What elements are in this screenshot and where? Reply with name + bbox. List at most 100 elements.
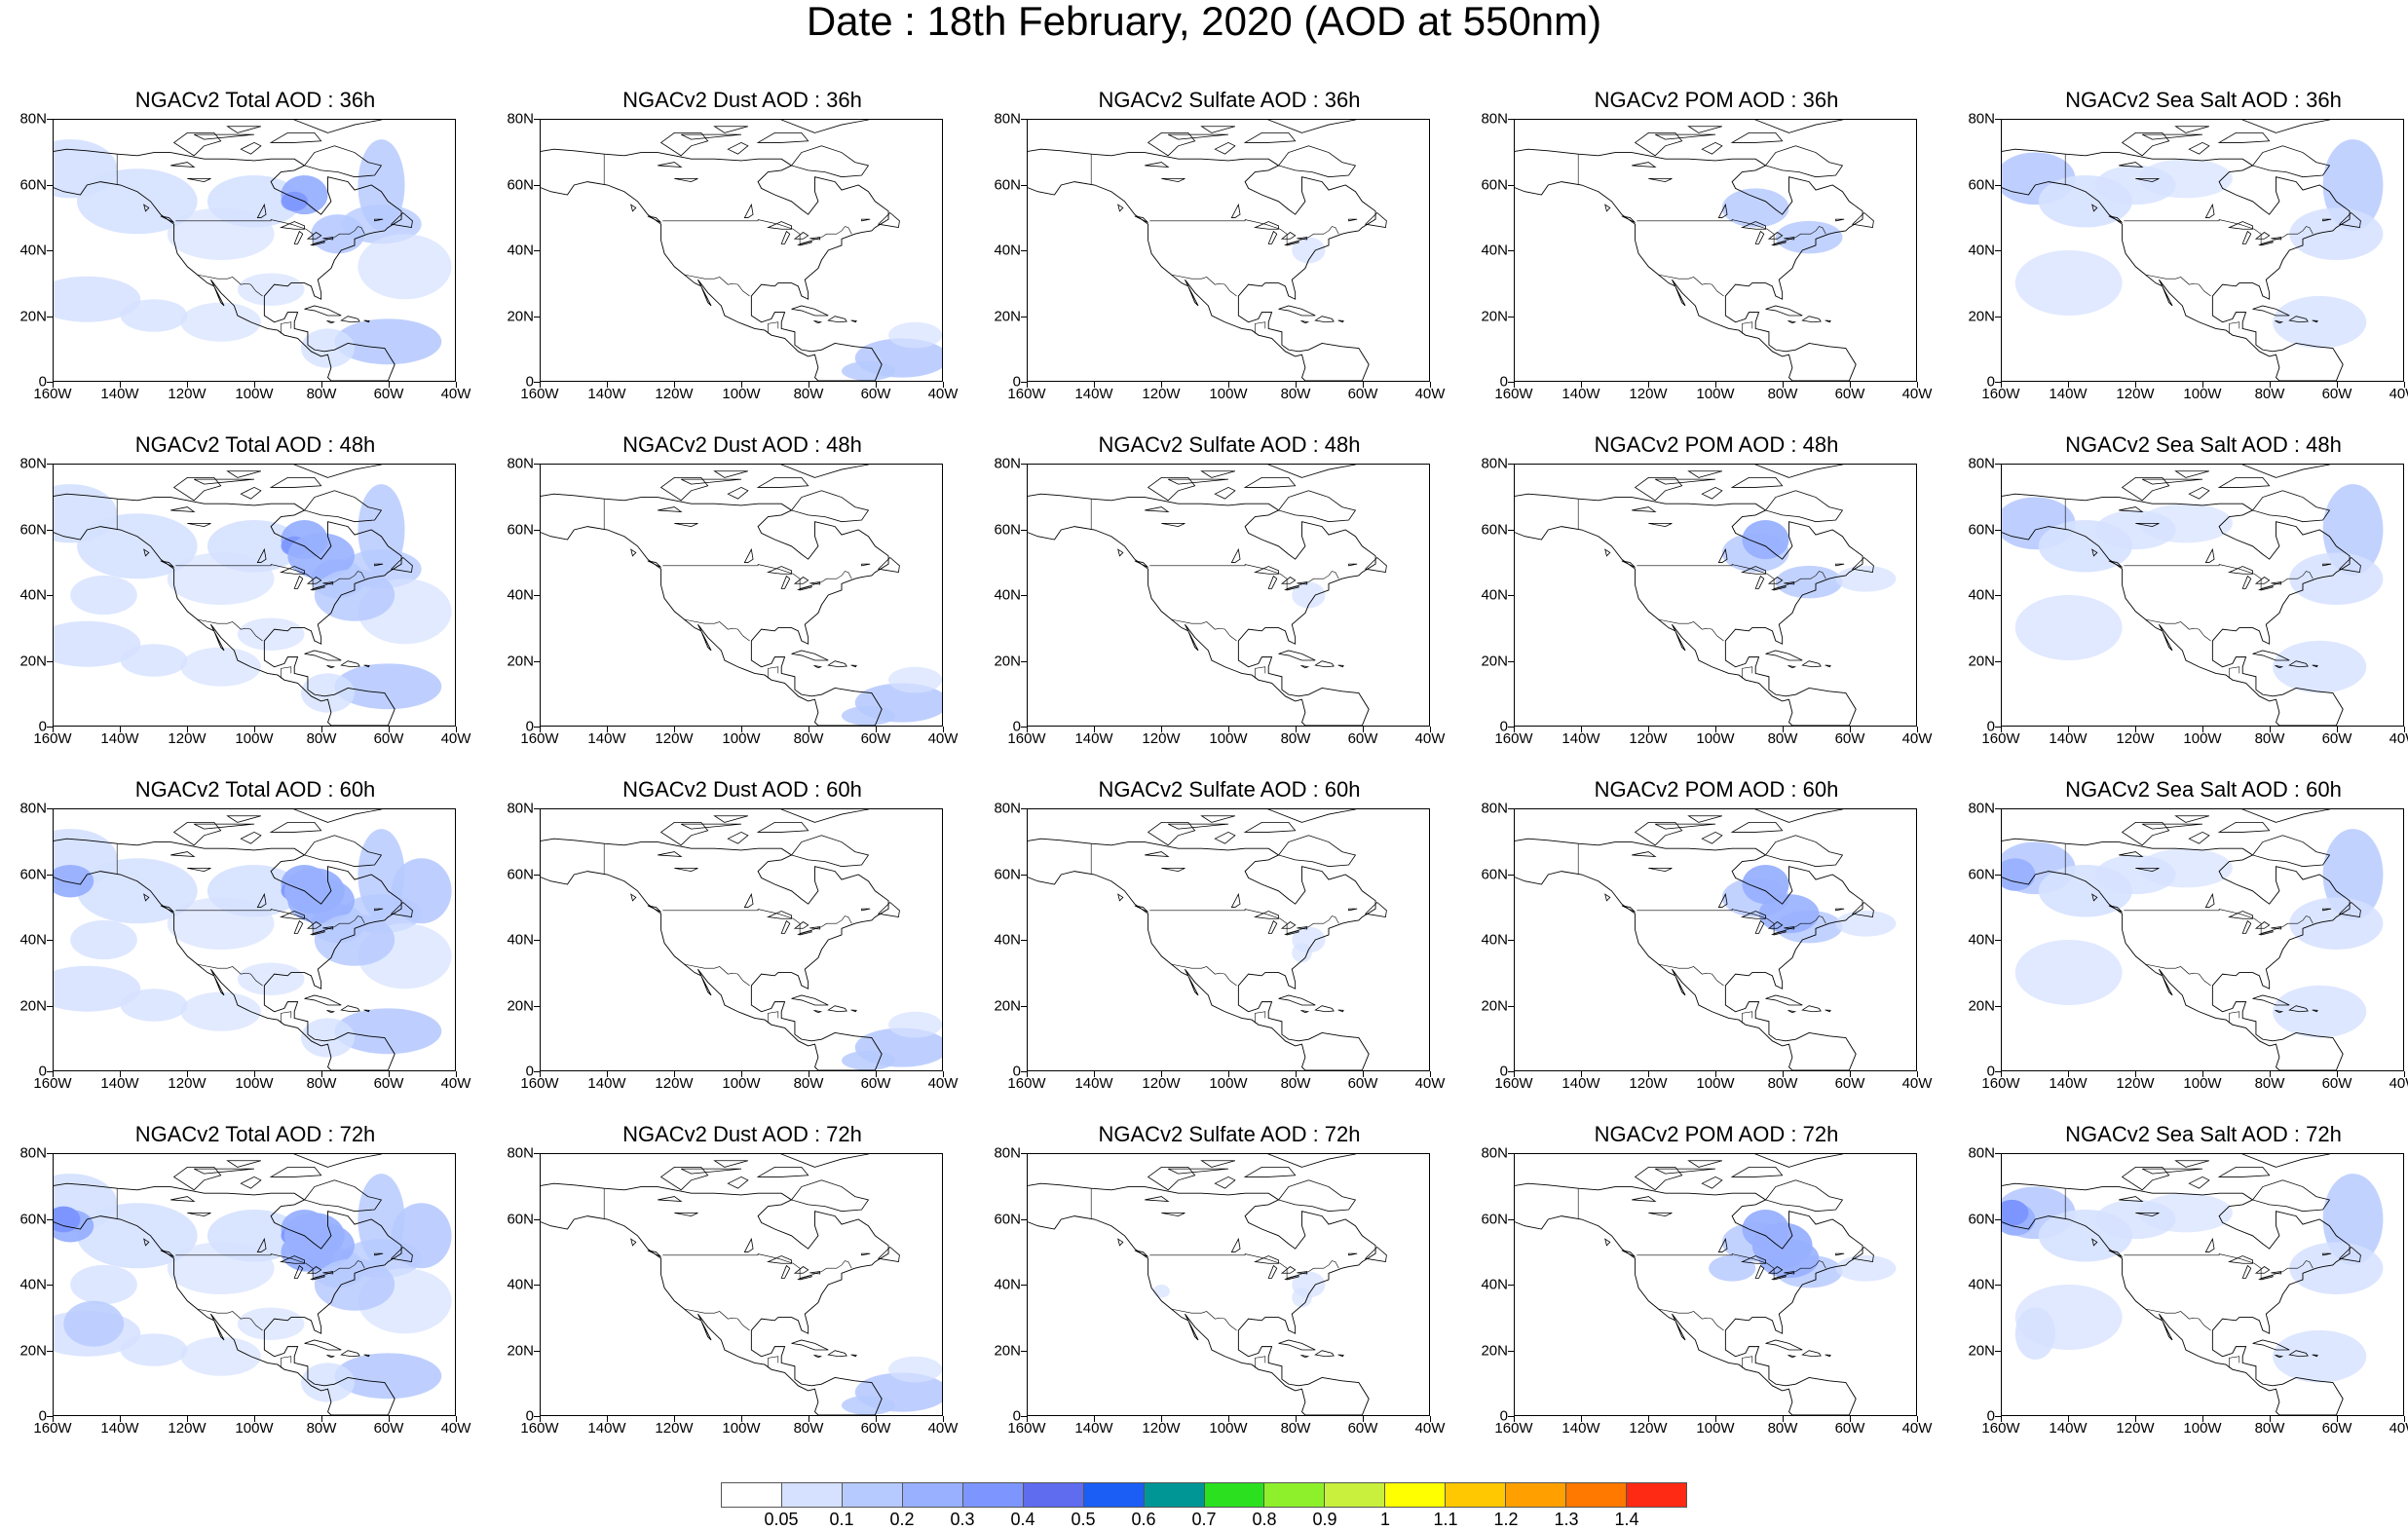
coastline-island (2217, 1167, 2271, 1177)
latitude-tick (1021, 1285, 1027, 1286)
colorbar-label: 0.05 (764, 1510, 799, 1529)
coastline-island (187, 1212, 211, 1217)
coastline-island (2119, 851, 2144, 858)
latitude-tick (534, 808, 540, 809)
coastline-island (1687, 1160, 1722, 1168)
longitude-tick (1581, 382, 1582, 388)
panel-title: NGACv2 Sulfate AOD : 60h (1098, 777, 1361, 802)
longitude-label: 120W (1142, 1420, 1181, 1437)
coastline-island (1754, 809, 1844, 823)
coastline-island (2312, 1009, 2318, 1013)
coastline-island (2258, 585, 2274, 591)
colorbar-label: 1 (1379, 1510, 1391, 1529)
coastline-island (310, 1275, 325, 1281)
latitude-tick (1508, 808, 1514, 809)
longitude-label: 80W (306, 1075, 337, 1092)
panel-title: NGACv2 Sea Salt AOD : 72h (2065, 1122, 2342, 1146)
map-panel-dust-72h: NGACv2 Dust AOD : 72h 80N 60N 40N 20N 0 160W 14… (501, 1120, 984, 1451)
coastline-island (1648, 1212, 1673, 1217)
political-border (1255, 1011, 1266, 1024)
latitude-tick (534, 1071, 540, 1072)
latitude-tick (1508, 1071, 1514, 1072)
coastline-island (2135, 522, 2160, 528)
coastline-island (390, 1246, 413, 1263)
coastline-island (850, 1009, 857, 1013)
longitude-tick (2337, 727, 2338, 732)
coastline-island (1835, 563, 1845, 567)
coastline-island (1765, 1339, 1803, 1351)
political-border (1742, 1356, 1753, 1368)
political-border (197, 963, 263, 987)
colorbar-label: 0.6 (1131, 1510, 1156, 1529)
latitude-label: 40N (1481, 586, 1508, 604)
political-border (1637, 219, 1826, 244)
aod-shading (54, 620, 141, 667)
colorbar-label: 0.7 (1191, 1510, 1217, 1529)
coastline-island (813, 1354, 823, 1359)
latitude-label: 60N (1968, 521, 1995, 538)
aod-shading (357, 234, 452, 300)
coastline-island (2288, 1350, 2309, 1358)
coastline-island (2204, 547, 2215, 563)
longitude-label: 120W (1142, 386, 1181, 402)
coastline-island (1230, 892, 1241, 908)
longitude-tick (1850, 382, 1851, 388)
aod-shading (2289, 1242, 2384, 1295)
latitude-label: 0 (1986, 1063, 1995, 1080)
political-border (2229, 666, 2240, 679)
latitude-tick (534, 940, 540, 941)
longitude-label: 120W (168, 1420, 207, 1437)
panel-title: NGACv2 Total AOD : 72h (134, 1122, 376, 1146)
map-panel-sulfate-48h: NGACv2 Sulfate AOD : 48h 80N 60N 40N 20N 0 160… (988, 430, 1471, 762)
aod-shading (207, 174, 302, 228)
aod-shading (207, 1209, 302, 1262)
aod-shading (2138, 848, 2233, 888)
longitude-tick (2068, 1071, 2069, 1077)
latitude-label: 60N (1968, 1211, 1995, 1227)
latitude-tick (1995, 727, 2001, 728)
aod-shading (70, 1264, 137, 1305)
latitude-label: 20N (1481, 997, 1508, 1014)
coastline-island (2227, 221, 2253, 230)
longitude-tick (943, 1071, 944, 1077)
coastline-island (659, 132, 709, 157)
coastline-island (850, 1354, 857, 1358)
coastline-island (1717, 1237, 1728, 1252)
coastline-island (780, 465, 870, 478)
coastline-island (240, 141, 262, 155)
coastline-island (170, 506, 196, 513)
latitude-label: 40N (507, 242, 534, 259)
longitude-label: 120W (655, 730, 694, 747)
colorbar-label: 1.4 (1614, 1510, 1639, 1529)
coastline-island (681, 478, 742, 485)
coastline-island (1278, 650, 1316, 661)
latitude-tick (534, 382, 540, 383)
map-plot-area (540, 119, 943, 382)
latitude-tick (1021, 595, 1027, 596)
panel-title: NGACv2 Dust AOD : 48h (622, 432, 862, 457)
coastline-island (1701, 831, 1723, 844)
longitude-tick (2202, 727, 2203, 732)
longitude-tick (540, 727, 541, 732)
coastline-island (780, 919, 791, 934)
longitude-axis-labels: 160W 140W 120W 100W 80W 60W 40W (1494, 1420, 1932, 1439)
longitude-tick (1917, 1071, 1918, 1077)
latitude-label: 40N (994, 1276, 1021, 1293)
coastline-island (791, 305, 829, 317)
longitude-tick (1648, 1071, 1649, 1077)
aod-shading (2289, 897, 2384, 951)
latitude-tick (47, 1416, 53, 1417)
coastline-island (304, 650, 342, 661)
coastline-island (326, 1354, 336, 1359)
latitude-label: 80N (994, 110, 1021, 128)
coastline-island (1835, 218, 1845, 222)
coastline-island (861, 563, 871, 567)
longitude-tick (674, 1416, 675, 1422)
longitude-tick (2135, 1416, 2136, 1422)
map-svg (54, 809, 452, 1070)
map-svg (2002, 465, 2384, 726)
coastline-island (674, 177, 698, 183)
coastline-island (1740, 911, 1766, 919)
latitude-tick (1508, 119, 1514, 120)
latitude-tick (1021, 940, 1027, 941)
